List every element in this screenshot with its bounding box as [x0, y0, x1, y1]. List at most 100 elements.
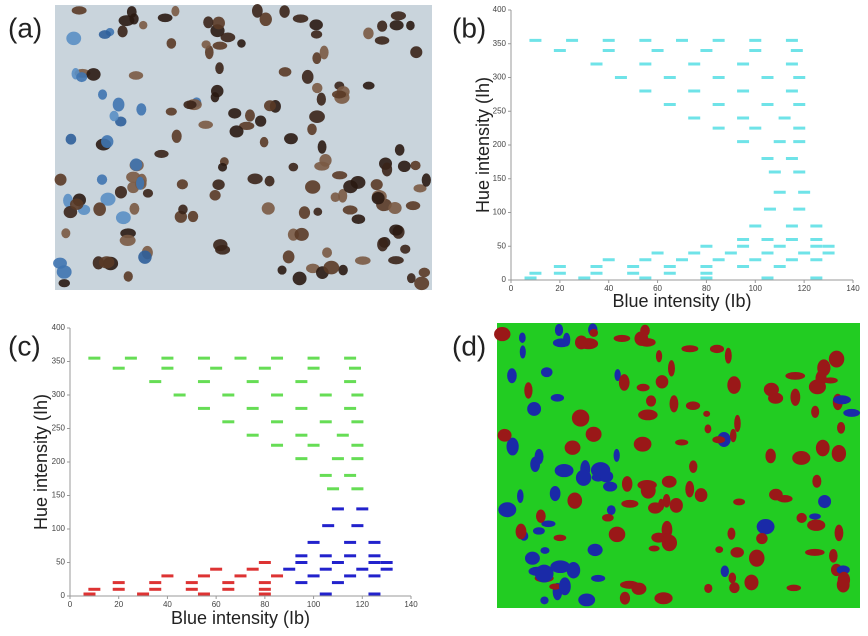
blob [727, 376, 741, 394]
cell [220, 32, 236, 43]
point [222, 420, 235, 424]
point [271, 356, 284, 360]
x-tick-label: 140 [846, 284, 860, 293]
cell [212, 41, 228, 50]
point [271, 574, 284, 578]
point [773, 244, 786, 248]
cell [86, 68, 101, 81]
cell [171, 5, 180, 17]
cell [261, 202, 275, 215]
blob [817, 359, 831, 377]
cell [171, 129, 182, 143]
point [319, 554, 332, 558]
point [331, 457, 344, 461]
cell [288, 162, 299, 172]
blob [689, 460, 698, 473]
cell [61, 228, 71, 239]
blob [786, 584, 802, 592]
point [529, 271, 542, 275]
point [785, 38, 798, 42]
cell [115, 211, 131, 225]
blob [498, 502, 517, 518]
y-tick-label: 350 [52, 357, 66, 366]
y-axis-label: Hue intensity (Ih) [473, 77, 493, 213]
blob [744, 574, 759, 591]
point [793, 207, 806, 211]
point [785, 89, 798, 93]
cell [323, 260, 340, 275]
blob [833, 395, 851, 405]
cell [228, 108, 242, 119]
y-tick-label: 200 [493, 140, 507, 149]
x-tick-label: 80 [702, 284, 711, 293]
cell [176, 179, 188, 190]
cell [388, 256, 404, 265]
point [295, 380, 308, 384]
cell [316, 92, 326, 106]
point [712, 38, 725, 42]
point [737, 244, 750, 248]
blob [828, 350, 845, 368]
panel-label: (c) [8, 330, 41, 361]
blob [550, 560, 571, 574]
blob [621, 476, 633, 492]
cell [338, 189, 348, 203]
point [688, 251, 701, 255]
x-tick-label: 120 [797, 284, 811, 293]
blob [497, 428, 512, 442]
blob [837, 571, 851, 589]
point [773, 190, 786, 194]
point [307, 540, 320, 544]
cell [96, 174, 108, 185]
cell [93, 202, 106, 216]
cell [112, 97, 125, 112]
blob [837, 421, 846, 434]
point [749, 258, 762, 262]
cell [421, 173, 431, 187]
point [798, 190, 811, 194]
cell [114, 185, 127, 199]
point [356, 567, 369, 571]
blob [608, 526, 626, 543]
point [295, 554, 308, 558]
cell [310, 30, 323, 39]
point [651, 49, 664, 52]
blob [748, 549, 765, 567]
point [590, 271, 603, 275]
point [761, 157, 774, 160]
point [566, 38, 579, 42]
y-tick-label: 200 [52, 457, 66, 466]
cell [215, 62, 224, 75]
cell [119, 234, 136, 247]
cell [115, 116, 127, 127]
cell [363, 27, 374, 40]
blob [524, 382, 533, 399]
point [602, 49, 615, 52]
point [331, 581, 344, 585]
blob [729, 582, 740, 594]
point [590, 62, 603, 66]
point [258, 587, 271, 591]
blob [549, 485, 561, 502]
point [185, 587, 198, 591]
panel-label: (a) [8, 12, 42, 43]
blob [831, 444, 847, 462]
cell [343, 180, 358, 194]
point [749, 38, 762, 42]
cell [390, 11, 407, 21]
x-tick-label: 40 [604, 284, 613, 293]
cell [136, 176, 145, 190]
point [331, 561, 344, 564]
point [737, 265, 750, 268]
panel-label: (d) [452, 330, 486, 361]
point [380, 567, 393, 571]
blob [535, 509, 546, 523]
point [161, 356, 174, 360]
blob [818, 495, 832, 509]
cell [377, 20, 388, 32]
y-tick-label: 400 [493, 5, 507, 14]
cell [263, 100, 276, 112]
blob [648, 545, 660, 552]
point [344, 473, 357, 477]
point [688, 89, 701, 93]
